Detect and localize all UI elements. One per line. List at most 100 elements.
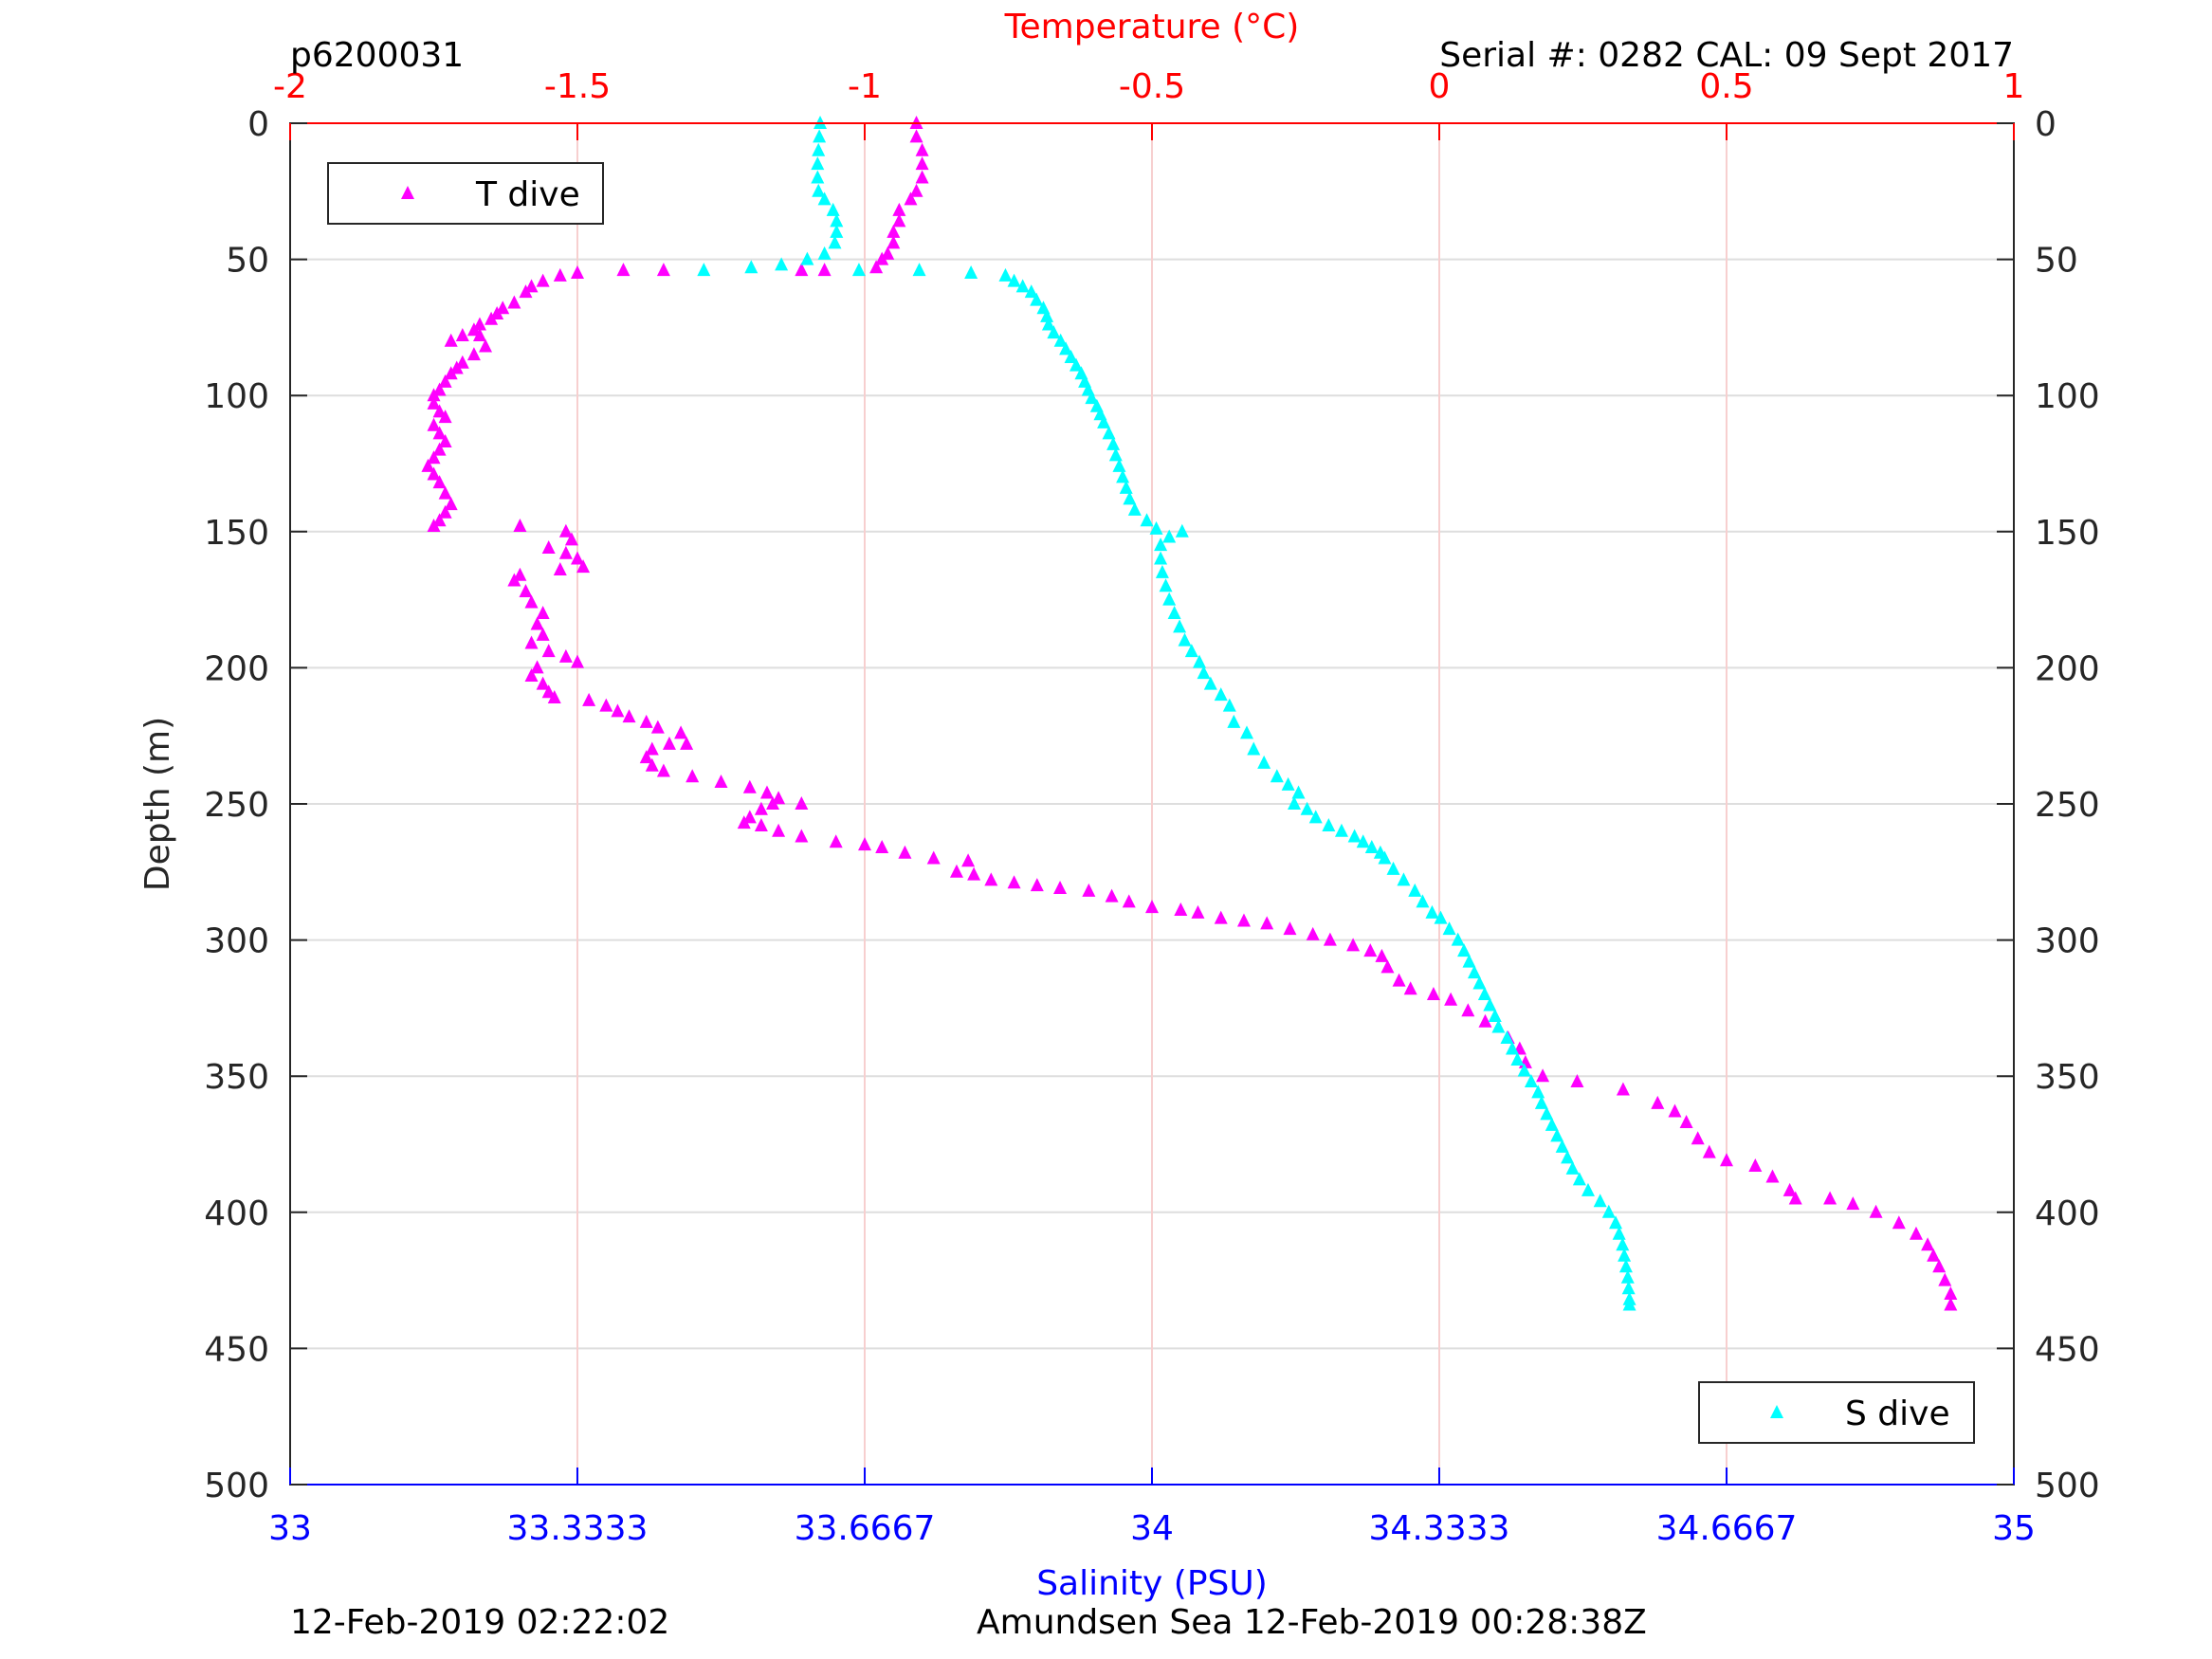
y-tick-label-right: 50 bbox=[2035, 242, 2078, 281]
y-tick-label-right: 150 bbox=[2035, 514, 2100, 553]
s-dive-point bbox=[817, 191, 832, 206]
s-dive-point bbox=[1119, 480, 1133, 494]
s-dive-point bbox=[1334, 823, 1348, 837]
t-dive-point bbox=[541, 540, 556, 555]
t-dive-point bbox=[432, 513, 447, 527]
t-dive-point bbox=[519, 583, 533, 597]
t-dive-point bbox=[1122, 894, 1136, 908]
y-tick-label-right: 100 bbox=[2035, 377, 2100, 416]
s-dive-point bbox=[1116, 469, 1130, 483]
s-dive-point bbox=[1322, 817, 1336, 831]
t-dive-point bbox=[524, 635, 539, 649]
t-dive-point bbox=[455, 355, 469, 369]
s-dive-point bbox=[1214, 687, 1228, 702]
s-dive-point bbox=[1300, 801, 1314, 815]
t-dive-point bbox=[1668, 1103, 1682, 1118]
t-dive-point bbox=[772, 791, 786, 805]
s-dive-point bbox=[1222, 698, 1236, 712]
t-dive-point bbox=[650, 720, 665, 734]
s-dive-point bbox=[813, 129, 827, 143]
t-dive-point bbox=[1748, 1158, 1763, 1172]
legend-t-dive-box bbox=[327, 162, 604, 225]
s-dive-point bbox=[1550, 1128, 1564, 1142]
t-dive-point bbox=[530, 616, 544, 630]
t-dive-point bbox=[611, 703, 625, 718]
s-dive-point bbox=[1483, 997, 1497, 1012]
s-dive-point bbox=[1534, 1095, 1548, 1109]
t-dive-point bbox=[536, 273, 550, 287]
s-dive-point bbox=[1239, 725, 1253, 739]
s-dive-point bbox=[775, 257, 789, 271]
s-dive-point bbox=[1192, 654, 1206, 668]
bottom-tick-label: 34.3333 bbox=[1369, 1509, 1510, 1548]
t-dive-point bbox=[616, 263, 631, 277]
t-dive-point bbox=[1283, 921, 1297, 936]
y-tick-label-left: 150 bbox=[204, 514, 269, 553]
s-dive-point bbox=[1102, 426, 1116, 440]
top-tick-label: 1 bbox=[2003, 67, 2025, 106]
s-dive-point bbox=[1618, 1248, 1632, 1262]
t-dive-point bbox=[875, 839, 889, 853]
t-dive-point bbox=[1679, 1115, 1693, 1129]
y-tick-label-right: 250 bbox=[2035, 786, 2100, 825]
s-dive-point bbox=[1112, 458, 1126, 472]
s-dive-point bbox=[1291, 785, 1306, 799]
s-dive-point bbox=[826, 202, 840, 216]
t-dive-point bbox=[444, 497, 458, 511]
s-dive-point bbox=[1601, 1204, 1616, 1218]
s-dive-point bbox=[1561, 1150, 1575, 1164]
s-dive-point bbox=[1451, 932, 1465, 946]
s-dive-point bbox=[1106, 436, 1121, 450]
t-dive-point bbox=[571, 551, 584, 565]
s-dive-point bbox=[1621, 1281, 1636, 1295]
t-dive-point bbox=[1944, 1297, 1958, 1311]
s-dive-point bbox=[1620, 1269, 1635, 1284]
top-axis-title: Temperature (°C) bbox=[1004, 8, 1300, 46]
t-dive-point bbox=[438, 434, 452, 448]
s-dive-point bbox=[1517, 1063, 1531, 1077]
s-dive-point bbox=[1085, 391, 1099, 405]
s-dive-point bbox=[1434, 910, 1448, 924]
s-dive-point bbox=[1472, 975, 1487, 990]
s-dive-point bbox=[1007, 273, 1021, 287]
t-dive-point bbox=[558, 545, 573, 559]
s-dive-point bbox=[1053, 333, 1068, 347]
t-dive-point bbox=[1932, 1259, 1947, 1273]
s-dive-point bbox=[1015, 279, 1030, 293]
legend-s-dive: S dive bbox=[1698, 1381, 1975, 1444]
t-dive-point bbox=[858, 837, 871, 851]
t-dive-point bbox=[432, 426, 447, 440]
s-dive-point bbox=[812, 183, 826, 197]
t-dive-point bbox=[1426, 987, 1440, 1001]
t-dive-point bbox=[1082, 883, 1096, 897]
t-dive-point bbox=[1403, 981, 1417, 995]
t-dive-point bbox=[427, 395, 441, 410]
t-dive-point bbox=[1236, 913, 1251, 927]
t-dive-point bbox=[576, 559, 591, 574]
t-dive-point bbox=[571, 654, 584, 668]
t-dive-point bbox=[524, 668, 539, 683]
t-dive-point bbox=[553, 267, 567, 282]
s-dive-point bbox=[1167, 605, 1181, 619]
t-dive-point bbox=[427, 417, 441, 431]
y-axis-title: Depth (m) bbox=[138, 717, 177, 891]
s-dive-point bbox=[1462, 954, 1476, 968]
top-tick-label: 0.5 bbox=[1699, 67, 1753, 106]
t-dive-point bbox=[1570, 1073, 1584, 1087]
t-dive-point bbox=[892, 213, 906, 228]
s-dive-point bbox=[1270, 769, 1284, 783]
t-dive-point bbox=[680, 736, 694, 750]
t-dive-point bbox=[904, 191, 918, 206]
t-dive-point bbox=[1306, 926, 1320, 940]
s-dive-point bbox=[1593, 1194, 1607, 1208]
t-dive-point bbox=[754, 817, 768, 831]
t-dive-point bbox=[949, 864, 963, 878]
s-dive-point bbox=[1622, 1297, 1636, 1311]
y-tick-label-right: 200 bbox=[2035, 649, 2100, 688]
s-dive-point bbox=[1030, 292, 1044, 306]
s-dive-point bbox=[812, 142, 826, 156]
s-dive-point bbox=[1040, 308, 1054, 322]
footer-location: Amundsen Sea 12-Feb-2019 00:28:38Z bbox=[977, 1603, 1647, 1642]
t-dive-point bbox=[507, 573, 521, 587]
